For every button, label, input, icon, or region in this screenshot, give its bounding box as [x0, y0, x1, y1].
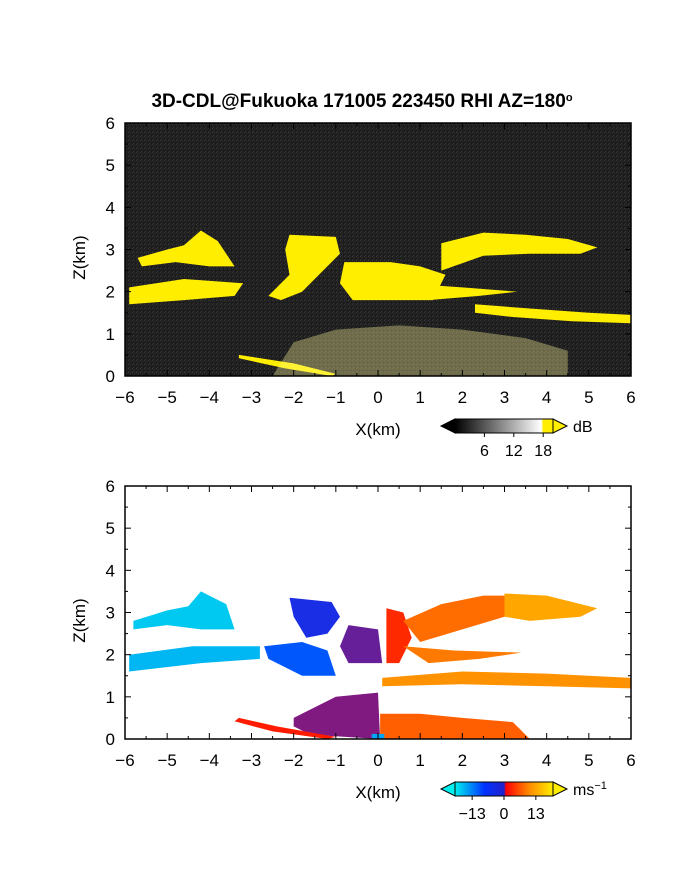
x-tick-label: 5 [584, 751, 593, 770]
y-tick-label: 2 [106, 283, 115, 302]
x-tick-label: 0 [373, 388, 382, 407]
x-tick-label: 0 [373, 751, 382, 770]
region-red-surface-streak [234, 717, 336, 739]
colorbar-low-triangle [439, 781, 456, 797]
colorbar-high-triangle [552, 418, 569, 434]
title-degree: o [566, 92, 573, 104]
x-tick-label: 6 [626, 751, 635, 770]
figure-title: 3D-CDL@Fukuoka 171005 223450 RHI AZ=180o [151, 91, 572, 112]
y-tick-label: 5 [106, 519, 115, 538]
x-tick-label: −6 [115, 388, 134, 407]
y-tick-label: 1 [106, 325, 115, 344]
colorbar-ramp [454, 781, 554, 797]
x-tick-label: −3 [242, 388, 261, 407]
region-yellow-right-upper [504, 593, 598, 621]
y-tick-label: 6 [106, 477, 115, 496]
region-cyan-left-mid [129, 646, 260, 672]
x-tick-label: −1 [326, 751, 345, 770]
y-axis-label: Z(km) [70, 598, 89, 642]
region-light-blue-center-left [264, 642, 336, 676]
colorbar: −13 0 13 ms−1 [439, 780, 607, 823]
colorbar: 6 12 18 dB [439, 418, 593, 460]
y-tick-label: 1 [106, 688, 115, 707]
x-tick-label: 4 [542, 751, 551, 770]
y-axis-label: Z(km) [70, 235, 89, 279]
y-tick-label: 2 [106, 646, 115, 665]
x-tick-label: −2 [284, 751, 303, 770]
region-yellow-right-mid [403, 283, 518, 301]
x-tick-label: −3 [242, 751, 261, 770]
y-tick-label: 0 [106, 730, 115, 749]
x-tick-label: 1 [415, 388, 424, 407]
colorbar-high-triangle [552, 781, 569, 797]
x-tick-label: 1 [415, 751, 424, 770]
colorbar-tick-label: 12 [505, 443, 523, 460]
x-axis-label: X(km) [355, 420, 400, 439]
x-tick-label: −6 [115, 751, 134, 770]
x-tick-label: −5 [157, 751, 176, 770]
data-regions [129, 230, 631, 376]
x-tick-label: −2 [284, 388, 303, 407]
x-tick-label: 3 [500, 388, 509, 407]
y-tick-label: 0 [106, 367, 115, 386]
region-yellow-right-upper [441, 232, 598, 271]
y-tick-label: 3 [106, 241, 115, 260]
region-orange-near-surface [380, 713, 530, 739]
data-regions [129, 591, 631, 739]
region-yellow-center-left [268, 234, 340, 301]
x-tick-label: 6 [626, 388, 635, 407]
y-tick-label: 4 [106, 198, 115, 217]
x-tick-label: 2 [458, 751, 467, 770]
colorbar-low-triangle [439, 418, 456, 434]
y-tick-label: 6 [106, 114, 115, 133]
region-yellow-surface-streak [238, 354, 336, 376]
colorbar-tick-label: −13 [459, 806, 486, 823]
title-text: 3D-CDL@Fukuoka 171005 223450 RHI AZ=180 [151, 91, 565, 112]
x-tick-label: 3 [500, 751, 509, 770]
y-tick-label: 4 [106, 561, 115, 580]
colorbar-tick-label: 6 [480, 443, 489, 460]
region-yellow-left-upper [137, 230, 235, 267]
x-tick-label: −1 [326, 388, 345, 407]
x-tick-label: −4 [200, 751, 219, 770]
region-yellow-right-lower [475, 304, 631, 324]
region-cyan-left-upper [133, 591, 235, 630]
colorbar-unit: ms−1 [573, 780, 607, 799]
x-tick-label: 2 [458, 388, 467, 407]
region-orange-right-lower [382, 671, 631, 689]
x-tick-label: 4 [542, 388, 551, 407]
x-tick-label: −4 [200, 388, 219, 407]
region-yellow-left-mid [129, 279, 244, 305]
region-orange-right-mid [403, 646, 522, 664]
region-blue-upper-left [289, 597, 340, 638]
colorbar-unit: dB [573, 419, 593, 436]
region-bright-near-surface [272, 325, 568, 376]
x-tick-label: 5 [584, 388, 593, 407]
region-blue-center [340, 625, 383, 664]
y-tick-label: 3 [106, 604, 115, 623]
colorbar-tick-label: 18 [534, 443, 552, 460]
velocity-panel: −6 −5 −4 −3 −2 −1 0 1 2 3 4 5 6 0 1 2 3 4 5 6 X(km) Z(km) −13 0… [70, 477, 636, 823]
region-blue-lower [293, 692, 381, 739]
x-tick-label: −5 [157, 388, 176, 407]
x-axis-label: X(km) [355, 783, 400, 802]
colorbar-ramp [454, 418, 554, 434]
colorbar-tick-label: 0 [500, 806, 509, 823]
colorbar-tick-label: 13 [527, 806, 545, 823]
region-orange-right-upper [403, 595, 513, 642]
y-tick-label: 5 [106, 156, 115, 175]
